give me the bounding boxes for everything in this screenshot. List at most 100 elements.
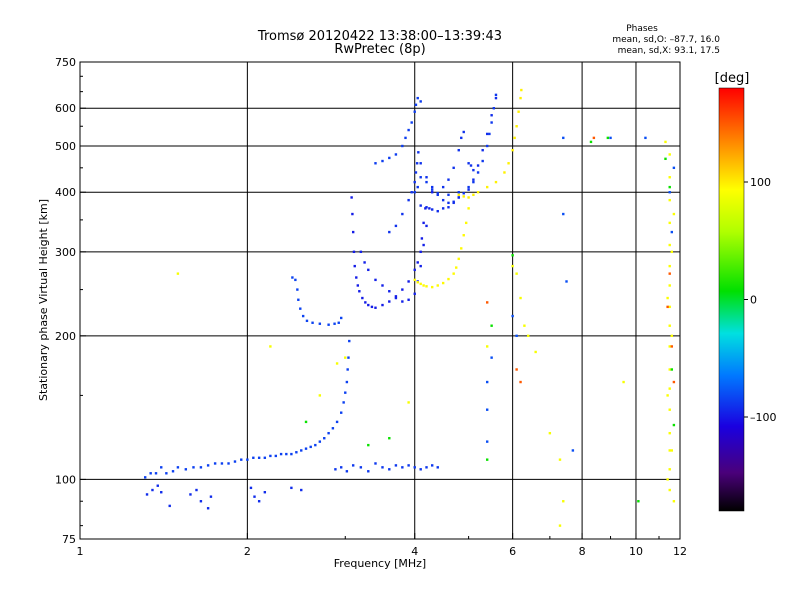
data-point	[668, 221, 671, 225]
data-point	[447, 201, 450, 205]
data-point	[374, 306, 377, 309]
x-axis-label: Frequency [MHz]	[334, 557, 426, 570]
data-point	[154, 472, 158, 475]
data-point	[519, 380, 522, 384]
data-point	[457, 148, 460, 152]
data-point	[410, 191, 413, 194]
plot-area	[80, 62, 680, 539]
data-point	[436, 192, 439, 195]
data-point	[340, 466, 343, 469]
data-point	[558, 458, 562, 461]
data-point	[430, 185, 434, 189]
data-point	[485, 408, 489, 411]
data-point	[668, 264, 671, 268]
data-point	[436, 466, 439, 469]
data-point	[666, 478, 669, 481]
data-point	[233, 460, 237, 463]
data-point	[388, 300, 391, 303]
data-point	[476, 171, 480, 174]
data-point	[407, 198, 410, 202]
data-point	[337, 321, 340, 324]
data-point	[416, 96, 419, 100]
data-point	[668, 387, 671, 390]
data-point	[300, 449, 303, 452]
data-point	[562, 136, 565, 140]
data-point	[318, 322, 322, 325]
data-point	[452, 166, 455, 170]
data-point	[430, 285, 434, 289]
data-point	[227, 462, 230, 465]
colorbar-label: [deg]	[715, 71, 750, 86]
data-point	[419, 264, 422, 268]
data-point	[462, 192, 465, 195]
chart-title: Tromsø 20120422 13:38:00–13:39:43	[257, 29, 502, 44]
data-point	[407, 298, 410, 301]
data-point	[668, 198, 671, 202]
data-point	[503, 171, 506, 174]
data-point	[156, 484, 159, 487]
data-point	[513, 136, 516, 140]
data-point	[666, 305, 669, 309]
data-point	[668, 468, 671, 471]
data-point	[488, 132, 491, 136]
data-point	[672, 423, 676, 427]
data-point	[304, 420, 308, 424]
data-point	[436, 284, 439, 287]
data-point	[447, 193, 450, 197]
data-point	[388, 468, 391, 471]
data-point	[309, 445, 312, 449]
data-point	[419, 250, 422, 254]
data-point	[672, 380, 676, 384]
data-point	[355, 276, 358, 279]
data-point	[606, 136, 610, 140]
data-point	[297, 298, 300, 301]
data-point	[199, 500, 203, 503]
colorbar-tick-label: –100	[750, 411, 777, 424]
chart-subtitle: RwPretec (8p)	[334, 42, 425, 57]
data-point	[257, 456, 261, 459]
data-point	[279, 452, 283, 456]
data-point	[511, 314, 514, 318]
data-point	[407, 280, 410, 283]
data-point	[670, 230, 674, 234]
data-point	[520, 88, 523, 92]
y-tick-label: 100	[55, 473, 76, 486]
data-point	[364, 301, 367, 304]
data-point	[511, 264, 514, 268]
data-point	[401, 466, 404, 469]
data-point	[340, 411, 343, 414]
y-axis-label: Stationary phase Virtual Height [km]	[37, 199, 50, 401]
data-point	[414, 103, 418, 107]
data-point	[413, 191, 416, 194]
data-point	[637, 500, 640, 503]
data-point	[346, 368, 349, 371]
y-tick-label: 200	[55, 330, 76, 343]
data-point	[668, 324, 671, 327]
data-point	[189, 493, 192, 496]
data-point	[335, 362, 339, 365]
data-point	[668, 345, 671, 348]
data-point	[666, 394, 669, 397]
data-point	[351, 464, 355, 467]
data-point	[394, 464, 398, 467]
data-point	[401, 288, 404, 291]
data-point	[422, 243, 425, 247]
data-point	[565, 280, 568, 283]
data-point	[410, 121, 413, 124]
data-point	[425, 466, 428, 469]
data-point	[485, 440, 489, 443]
x-tick-label: 1	[77, 545, 84, 558]
data-point	[359, 250, 363, 254]
x-tick-label: 8	[579, 545, 586, 558]
data-point	[394, 295, 398, 298]
data-point	[670, 449, 674, 452]
data-point	[517, 110, 520, 113]
data-point	[394, 296, 398, 300]
data-point	[436, 209, 439, 213]
data-point	[318, 394, 322, 397]
data-point	[290, 486, 293, 490]
data-point	[206, 464, 210, 467]
data-point	[249, 486, 253, 490]
data-point	[168, 504, 171, 508]
y-axis: 75 100 200 300 400 500 600 750	[55, 56, 86, 546]
